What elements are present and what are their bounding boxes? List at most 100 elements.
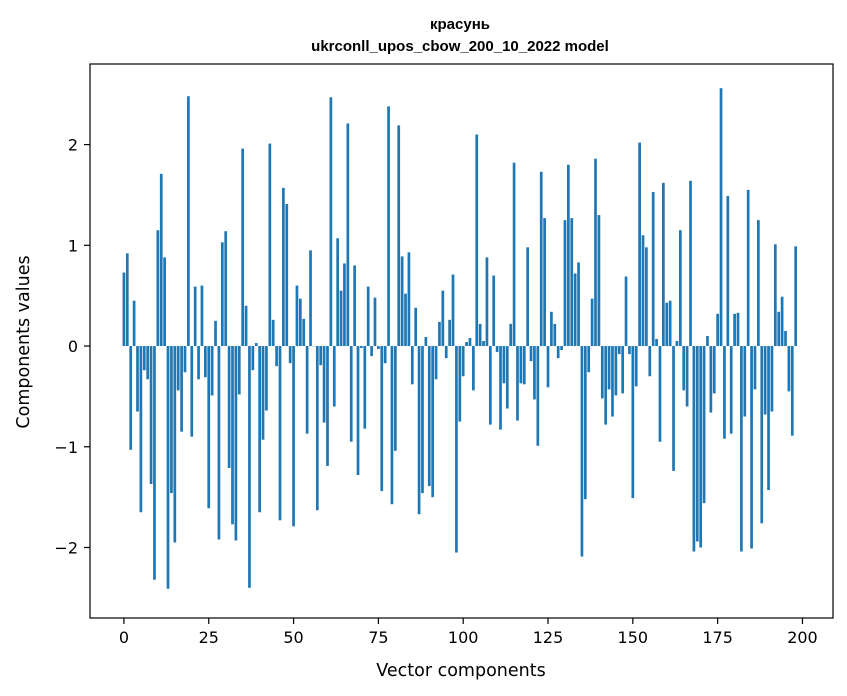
x-tick-label: 25 [199, 628, 219, 647]
bar-137 [587, 346, 591, 373]
bar-15 [173, 346, 177, 543]
bar-12 [163, 257, 166, 347]
bar-2 [129, 346, 133, 450]
bar-180 [733, 313, 736, 347]
bar-55 [309, 250, 312, 347]
bar-63 [336, 238, 340, 347]
bar-109 [492, 275, 496, 347]
y-tick-label: −1 [54, 438, 78, 457]
x-tick-label: 125 [533, 628, 564, 647]
bar-10 [156, 230, 160, 347]
bar-86 [414, 307, 418, 347]
bar-168 [692, 346, 696, 552]
bar-45 [275, 346, 278, 367]
bar-159 [662, 182, 665, 347]
bar-101 [465, 342, 468, 347]
bar-46 [278, 346, 282, 521]
bar-5 [139, 346, 143, 513]
bar-25 [207, 346, 211, 509]
bar-82 [400, 256, 404, 347]
bar-44 [271, 319, 275, 347]
bar-107 [485, 257, 489, 347]
bar-102 [468, 337, 472, 347]
bar-40 [258, 346, 261, 513]
bar-179 [729, 346, 733, 434]
bar-136 [583, 346, 587, 500]
bar-178 [726, 195, 730, 347]
bar-94 [441, 290, 445, 347]
bar-173 [709, 346, 713, 413]
bar-9 [153, 346, 156, 580]
bar-134 [577, 262, 580, 347]
bar-145 [614, 346, 618, 396]
bar-170 [699, 346, 703, 548]
bar-24 [203, 346, 207, 378]
bar-91 [431, 346, 435, 498]
bar-187 [757, 220, 760, 347]
bar-68 [353, 265, 356, 347]
x-axis-ticks: 0 25 50 75 100 125 150 175 200 [119, 618, 818, 647]
bar-39 [254, 343, 258, 347]
bar-115 [512, 162, 516, 347]
bar-125 [546, 346, 550, 388]
bar-36 [244, 305, 248, 347]
bar-171 [702, 346, 706, 504]
y-tick-label: 2 [68, 136, 78, 155]
x-axis-label: Vector components [376, 661, 545, 681]
bar-108 [488, 346, 492, 425]
bar-99 [458, 346, 462, 422]
bar-133 [573, 273, 577, 347]
bar-174 [712, 346, 716, 394]
bar-49 [288, 346, 292, 364]
bar-110 [495, 346, 499, 353]
bar-132 [570, 218, 574, 347]
bar-146 [617, 346, 621, 355]
bar-148 [624, 276, 628, 347]
bar-104 [475, 134, 479, 347]
bar-172 [706, 335, 709, 347]
bar-6 [142, 346, 146, 371]
bar-81 [397, 125, 401, 347]
bar-100 [461, 346, 465, 377]
bar-186 [753, 346, 757, 390]
bar-41 [261, 346, 265, 440]
bar-64 [339, 290, 343, 347]
bar-95 [444, 346, 448, 359]
bar-114 [509, 323, 513, 347]
bar-89 [424, 336, 428, 347]
bar-14 [170, 346, 173, 494]
bar-120 [529, 346, 533, 362]
bar-83 [404, 293, 407, 347]
bar-65 [343, 263, 346, 347]
y-tick-label: −2 [54, 538, 78, 557]
bar-31 [227, 346, 231, 468]
chart-title-line2: ukrconll_upos_cbow_200_10_2022 model [311, 38, 609, 55]
bar-147 [621, 346, 625, 394]
bar-157 [655, 338, 658, 347]
bar-93 [438, 321, 441, 347]
bar-144 [611, 346, 614, 417]
x-tick-label: 0 [119, 628, 129, 647]
bar-191 [770, 346, 774, 412]
bar-105 [478, 323, 482, 347]
bar-90 [427, 346, 431, 487]
bar-19 [187, 96, 190, 347]
bar-34 [237, 346, 241, 395]
y-tick-label: 0 [68, 337, 78, 356]
bar-67 [349, 346, 353, 442]
bar-124 [543, 218, 546, 347]
bar-33 [234, 346, 238, 541]
bar-141 [600, 346, 604, 399]
bar-165 [682, 346, 686, 391]
bar-123 [539, 171, 543, 347]
bar-189 [763, 346, 767, 415]
bar-140 [597, 215, 601, 347]
bar-17 [180, 346, 183, 432]
bar-80 [393, 346, 397, 451]
x-tick-label: 150 [618, 628, 649, 647]
bar-106 [482, 341, 485, 347]
bar-29 [220, 242, 224, 347]
bar-142 [604, 346, 608, 425]
bar-176 [719, 88, 723, 347]
